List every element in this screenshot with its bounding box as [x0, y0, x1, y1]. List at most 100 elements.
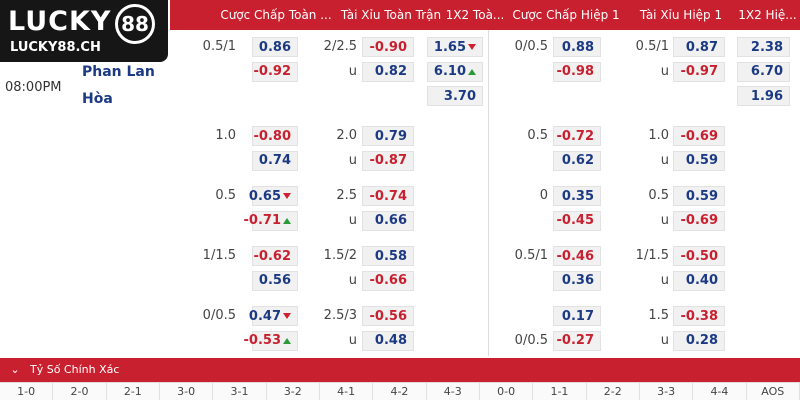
score-option[interactable]: 2-0	[53, 383, 107, 400]
odds-button[interactable]: -0.69	[673, 210, 725, 231]
logo: LUCKY 88 LUCKY88.CH	[0, 0, 168, 62]
odds-button[interactable]: -0.45	[553, 210, 601, 231]
odds-button[interactable]: -0.71	[244, 210, 298, 231]
line-label: 1.5/2	[323, 248, 357, 263]
odds-button[interactable]: -0.46	[553, 246, 601, 266]
odds-button[interactable]: 0.47	[249, 306, 298, 326]
odds-button[interactable]: 6.10	[427, 61, 483, 82]
odds-button[interactable]: -0.56	[362, 306, 414, 326]
score-option[interactable]: 1-1	[533, 383, 587, 400]
odds-button[interactable]: -0.90	[362, 37, 414, 57]
score-option[interactable]: AOS	[747, 383, 800, 400]
column-header[interactable]: 1X2 Hiệ...	[738, 8, 797, 22]
odds-button[interactable]: 3.70	[427, 86, 483, 106]
odds-button[interactable]: 1.65	[427, 37, 483, 57]
score-option[interactable]: 0-0	[480, 383, 534, 400]
section-bar[interactable]: ⌄ Tỷ Số Chính Xác	[0, 358, 800, 382]
odds-button[interactable]: -0.66	[362, 270, 414, 291]
score-option[interactable]: 3-1	[213, 383, 267, 400]
column-header[interactable]: Tài Xỉu Toàn Trận	[340, 8, 442, 22]
odds-button[interactable]: 0.40	[673, 270, 725, 291]
trend-arrow	[283, 313, 291, 319]
odds-value: 0.88	[561, 39, 594, 55]
odds-value: 0.87	[685, 39, 718, 55]
column-header[interactable]: Cược Chấp Hiệp 1	[512, 8, 620, 22]
odds-button[interactable]: 0.58	[362, 246, 414, 266]
odds-value: -0.69	[680, 128, 718, 144]
odds-value: 6.10	[433, 64, 466, 79]
odds-button[interactable]: -0.50	[673, 246, 725, 266]
column-header[interactable]: Cược Chấp Toàn ...	[220, 8, 332, 22]
logo-domain: LUCKY88.CH	[10, 40, 101, 55]
odds-value: 0.59	[685, 188, 718, 204]
score-option[interactable]: 1-0	[0, 383, 54, 400]
score-option[interactable]: 3-0	[160, 383, 214, 400]
score-option[interactable]: 2-2	[587, 383, 640, 400]
score-option[interactable]: 4-1	[320, 383, 374, 400]
score-option[interactable]: 2-1	[107, 383, 160, 400]
odds-button[interactable]: -0.74	[362, 186, 414, 206]
column-header[interactable]: Tài Xỉu Hiệp 1	[639, 8, 723, 22]
section-title: Tỷ Số Chính Xác	[30, 363, 120, 376]
odds-button[interactable]: 0.74	[252, 150, 298, 171]
odds-value: 0.40	[685, 273, 718, 288]
odds-button[interactable]: 0.86	[252, 37, 298, 57]
odds-button[interactable]: 0.66	[362, 210, 414, 231]
column-header[interactable]: 1X2 Toà...	[445, 8, 505, 22]
odds-button[interactable]: 0.17	[553, 306, 601, 326]
odds-button[interactable]: -0.69	[673, 126, 725, 146]
odds-button[interactable]: -0.72	[553, 126, 601, 146]
odds-button[interactable]: 0.62	[553, 150, 601, 171]
logo-brand: LUCKY	[8, 6, 112, 37]
score-option[interactable]: 3-3	[640, 383, 694, 400]
odds-button[interactable]: 0.28	[673, 330, 725, 351]
odds-button[interactable]: -0.62	[252, 246, 298, 266]
odds-button[interactable]: -0.80	[252, 126, 298, 146]
score-option[interactable]: 4-4	[693, 383, 747, 400]
odds-button[interactable]: 2.38	[737, 37, 790, 57]
odds-value: -0.92	[253, 64, 291, 79]
odds-value: 0.48	[374, 333, 407, 348]
line-label: u	[660, 152, 669, 168]
score-option[interactable]: 3-2	[267, 383, 320, 400]
line-label: u	[348, 332, 357, 348]
trend-arrow	[468, 44, 476, 50]
odds-button[interactable]: 0.59	[673, 150, 725, 171]
odds-value: 0.66	[374, 213, 407, 228]
odds-button[interactable]: -0.87	[362, 150, 414, 171]
odds-button[interactable]: -0.98	[553, 61, 601, 82]
odds-button[interactable]: 0.59	[673, 186, 725, 206]
score-option[interactable]: 4-2	[373, 383, 427, 400]
odds-value: 2.38	[750, 39, 783, 55]
odds-button[interactable]: -0.92	[252, 61, 298, 82]
odds-button[interactable]: -0.53	[244, 330, 298, 351]
odds-button[interactable]: 0.48	[362, 330, 414, 351]
odds-button[interactable]: 0.56	[252, 270, 298, 291]
odds-button[interactable]: 0.36	[553, 270, 601, 291]
score-option[interactable]: 4-3	[427, 383, 480, 400]
odds-value: 0.59	[685, 153, 718, 168]
odds-value: -0.27	[556, 333, 594, 348]
odds-button[interactable]: -0.27	[553, 330, 601, 351]
odds-button[interactable]: 0.82	[362, 61, 414, 82]
odds-button[interactable]: 6.70	[737, 61, 790, 82]
odds-button[interactable]: 0.88	[553, 37, 601, 57]
odds-button[interactable]: 1.96	[737, 86, 790, 106]
odds-value: -0.90	[369, 39, 407, 55]
odds-value: 0.82	[374, 64, 407, 79]
chevron-icon: ⌄	[10, 363, 20, 376]
odds-button[interactable]: 0.65	[249, 186, 298, 206]
odds-value: 0.56	[258, 273, 291, 288]
line-label: 0/0.5	[202, 308, 236, 323]
odds-value: -0.69	[680, 213, 718, 228]
odds-value: -0.80	[253, 128, 291, 144]
line-label: 2.0	[336, 128, 357, 143]
odds-button[interactable]: 0.79	[362, 126, 414, 146]
odds-value: -0.74	[369, 188, 407, 204]
odds-value: -0.72	[556, 128, 594, 144]
odds-button[interactable]: 0.35	[553, 186, 601, 206]
odds-button[interactable]: -0.38	[673, 306, 725, 326]
odds-button[interactable]: -0.97	[673, 61, 725, 82]
odds-button[interactable]: 0.87	[673, 37, 725, 57]
